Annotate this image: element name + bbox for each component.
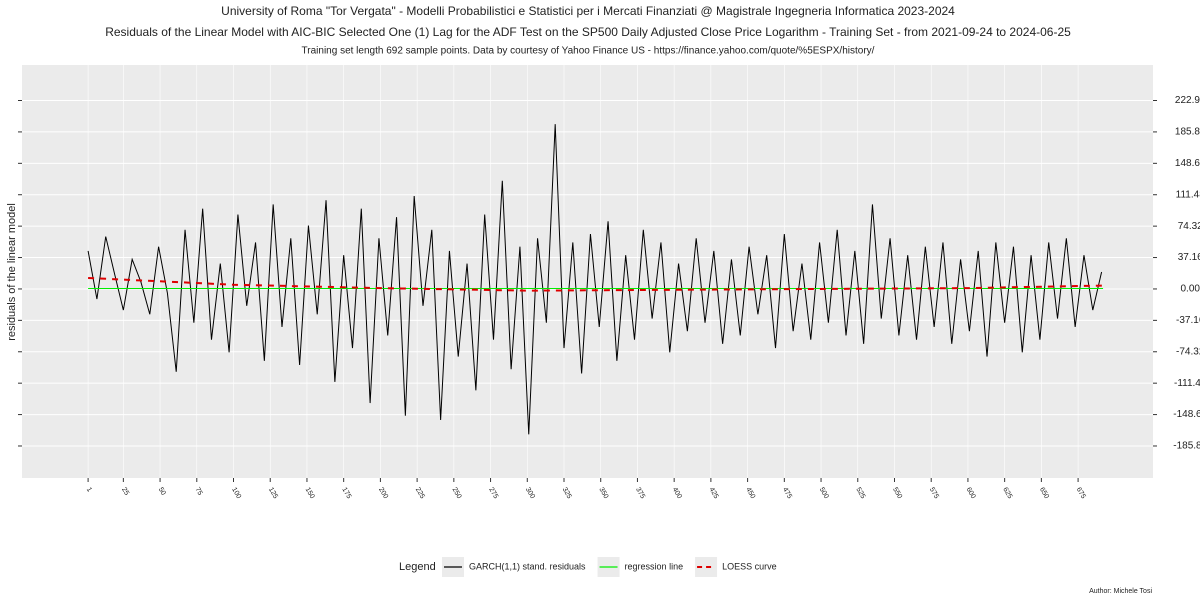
- plot-panel: [22, 65, 1153, 478]
- y-tick-label: -148.652: [1173, 409, 1200, 420]
- chart-title: University of Roma "Tor Vergata" - Model…: [221, 4, 955, 18]
- x-tick-label: 450: [744, 486, 756, 500]
- y-tick-label: 74.326: [1178, 221, 1200, 232]
- chart-subtitle: Residuals of the Linear Model with AIC-B…: [105, 25, 1071, 39]
- y-tick-label: 185.815: [1175, 127, 1200, 138]
- y-tick-label: 111.489: [1176, 189, 1200, 200]
- x-tick-label: 75: [193, 486, 203, 496]
- y-tick-label: 0.000: [1180, 284, 1200, 295]
- series-line: [88, 276, 1104, 292]
- y-tick-label: 222.978: [1175, 95, 1200, 106]
- chart-caption: Training set length 692 sample points. D…: [302, 46, 875, 57]
- x-tick-label: 300: [524, 486, 536, 500]
- x-tick-label: 125: [267, 486, 279, 500]
- y-tick-label: 148.652: [1175, 158, 1200, 169]
- x-tick-label: 375: [634, 486, 646, 500]
- y-tick-label: -74.326: [1176, 346, 1200, 357]
- author: Author: Michele Tosi: [1089, 588, 1152, 595]
- x-tick-label: 475: [781, 486, 793, 500]
- x-tick-label: 275: [487, 486, 499, 500]
- y-tick-label: -185.815: [1173, 441, 1200, 452]
- x-tick-label: 200: [377, 486, 389, 500]
- x-tick-label: 50: [157, 486, 167, 496]
- x-tick-label: 525: [854, 486, 866, 500]
- x-tick-label: 350: [597, 486, 609, 500]
- x-tick-label: 425: [708, 486, 720, 500]
- legend-label: LOESS curve: [722, 561, 777, 571]
- x-tick-label: 150: [304, 486, 316, 500]
- x-tick-label: 25: [120, 486, 130, 496]
- x-tick-label: 650: [1038, 486, 1050, 500]
- x-tick-label: 1: [85, 486, 93, 493]
- x-tick-label: 175: [340, 486, 352, 500]
- legend-label: GARCH(1,1) stand. residuals: [469, 561, 586, 571]
- legend-title: Legend: [399, 561, 436, 573]
- y-tick-label: -37.163: [1176, 315, 1200, 326]
- x-tick-label: 600: [965, 486, 977, 500]
- x-tick-label: 625: [1001, 486, 1013, 500]
- legend-label: regression line: [625, 561, 684, 571]
- y-tick-label: -111.489: [1174, 378, 1200, 389]
- x-tick-label: 100: [230, 486, 242, 500]
- x-tick-label: 325: [561, 486, 573, 500]
- x-tick-label: 500: [818, 486, 830, 500]
- x-tick-label: 675: [1075, 486, 1087, 500]
- y-axis-label: residuals of the linear model: [6, 203, 18, 341]
- x-tick-label: 250: [451, 486, 463, 500]
- x-tick-label: 575: [928, 486, 940, 500]
- x-tick-label: 400: [671, 486, 683, 500]
- y-tick-label: 37.163: [1178, 252, 1200, 263]
- x-tick-label: 225: [414, 486, 426, 500]
- x-tick-label: 550: [891, 486, 903, 500]
- series-line: [87, 124, 1103, 435]
